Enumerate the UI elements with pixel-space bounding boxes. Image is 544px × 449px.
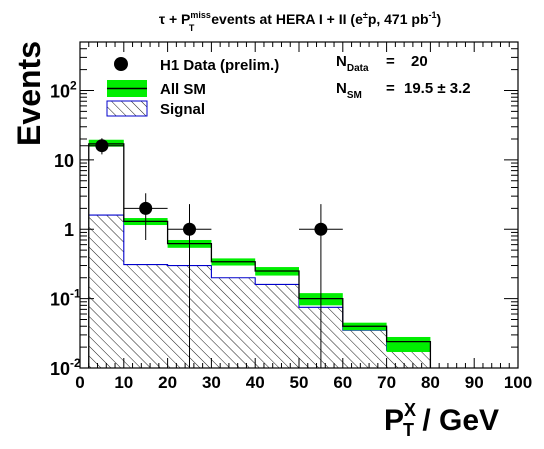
y-tick-label: 10-2 <box>50 356 81 379</box>
x-axis: 0 10 20 30 40 50 60 70 80 90 100 <box>75 42 532 392</box>
x-tick-label: 50 <box>290 373 309 392</box>
y-tick-label: 1 <box>64 220 74 240</box>
x-tick-label: 70 <box>377 373 396 392</box>
x-tick-label: 90 <box>465 373 484 392</box>
x-tick-label: 40 <box>246 373 265 392</box>
signal-bar <box>386 350 431 368</box>
n-data-value: 20 <box>411 53 428 70</box>
signal-bar <box>123 264 168 368</box>
y-tick-label: 102 <box>50 78 77 101</box>
signal-bar <box>211 277 256 368</box>
x-tick-label: 100 <box>504 373 532 392</box>
n-sm-eq: = <box>386 80 395 97</box>
y-axis-label: Events <box>11 41 47 146</box>
signal-bar <box>255 284 299 368</box>
x-tick-label: 80 <box>421 373 440 392</box>
y-tick-label: 10-1 <box>50 287 81 310</box>
data-point <box>183 222 196 236</box>
event-counts: NData = 20 NSM = 19.5 ± 3.2 <box>336 53 471 101</box>
legend-sm-label: All SM <box>160 81 206 98</box>
sm-band <box>386 336 431 353</box>
data-point <box>314 222 328 236</box>
y-tick-label: 10 <box>54 151 74 171</box>
legend-signal-label: Signal <box>160 101 205 118</box>
legend-signal-swatch <box>106 100 148 117</box>
y-axis: 10-2 10-1 1 10 102 <box>50 41 518 379</box>
n-sm-value: 19.5 ± 3.2 <box>404 80 471 97</box>
signal-bar <box>342 330 387 368</box>
x-tick-label: 30 <box>202 373 221 392</box>
legend-data-label: H1 Data (prelim.) <box>160 57 279 74</box>
chart-title: τ + Pmiss T events at HERA I + II (e±p, 4… <box>159 10 441 33</box>
n-data-label: NData <box>336 53 369 74</box>
signal-histogram <box>88 214 431 368</box>
legend: H1 Data (prelim.) All SM Signal <box>106 57 279 118</box>
n-sm-label: NSM <box>336 80 362 101</box>
data-points <box>80 138 343 368</box>
x-tick-label: 10 <box>114 373 133 392</box>
x-tick-label: 60 <box>333 373 352 392</box>
n-data-eq: = <box>386 53 395 70</box>
x-axis-label: PX T / GeV <box>384 400 499 440</box>
x-tick-label: 0 <box>75 373 84 392</box>
signal-bar <box>88 215 124 368</box>
legend-data-marker <box>114 57 128 71</box>
data-point <box>139 201 153 215</box>
data-point <box>95 139 109 153</box>
x-tick-label: 20 <box>158 373 177 392</box>
